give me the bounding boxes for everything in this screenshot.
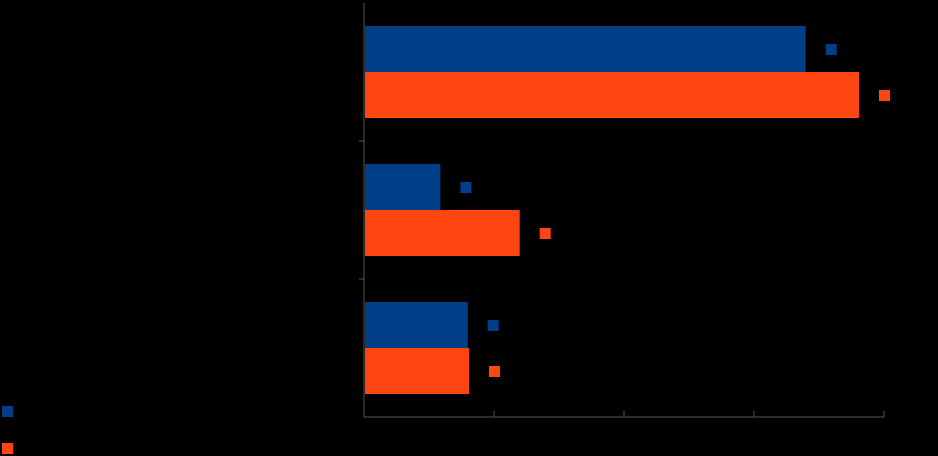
bar-series-1-cat-3 (365, 302, 468, 348)
bar-series-1-cat-2 (365, 164, 441, 210)
value-marker-series-2-cat-3 (489, 366, 500, 377)
axis-ticks (359, 140, 885, 417)
legend-item-series-2 (2, 441, 19, 456)
legend-swatch-series-2 (2, 443, 13, 455)
value-marker-series-1-cat-3 (487, 320, 499, 331)
bars (365, 26, 859, 394)
value-marker-series-1-cat-1 (825, 44, 837, 55)
value-markers (460, 44, 890, 377)
legend-swatch-series-1 (2, 406, 13, 418)
bar-series-1-cat-1 (365, 26, 806, 72)
legend-item-series-1 (2, 404, 19, 419)
bar-series-2-cat-2 (365, 210, 520, 256)
value-marker-series-2-cat-2 (539, 228, 551, 239)
bar-series-2-cat-1 (365, 72, 859, 118)
bar-series-2-cat-3 (365, 348, 469, 394)
value-marker-series-2-cat-1 (879, 90, 890, 101)
value-marker-series-1-cat-2 (460, 182, 472, 193)
